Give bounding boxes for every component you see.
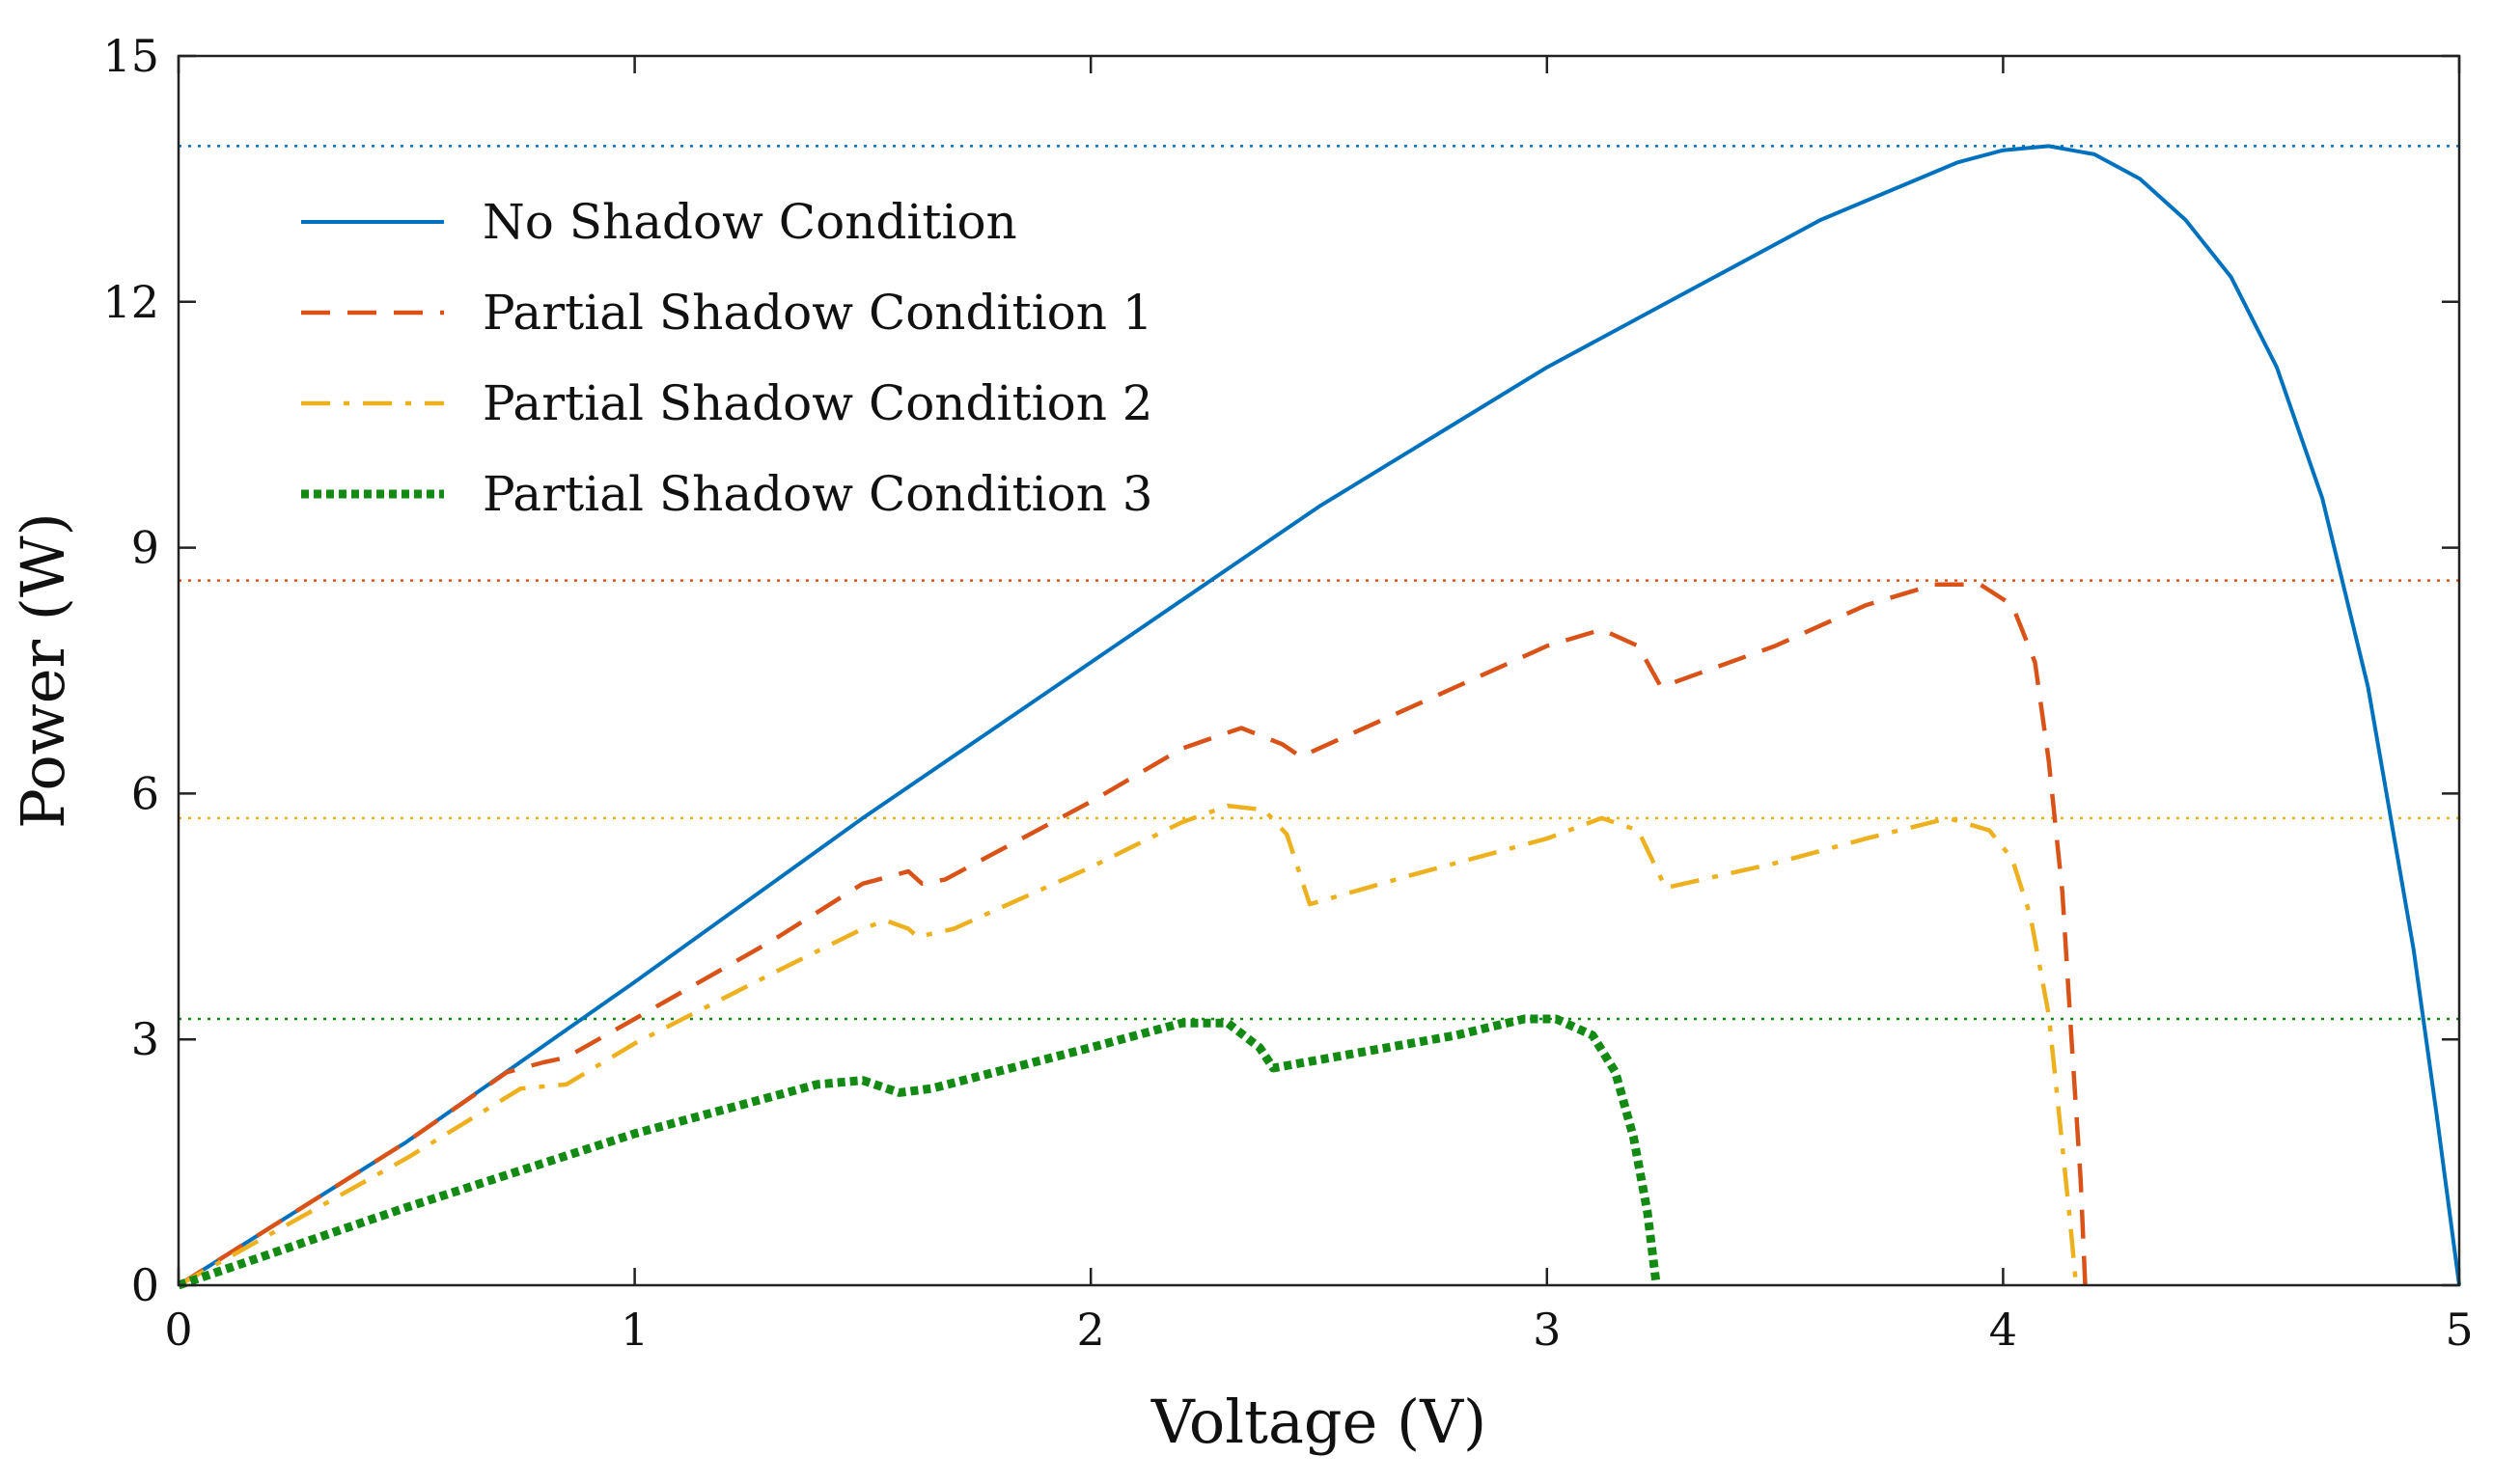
legend-label-3: Partial Shadow Condition 2 (483, 375, 1153, 431)
series-line-2 (177, 582, 2088, 1287)
legend-label-2: Partial Shadow Condition 1 (483, 285, 1153, 341)
legend-label-4: Partial Shadow Condition 3 (483, 466, 1153, 522)
reference-lines (179, 145, 2459, 1021)
x-tick-label: 0 (164, 1304, 192, 1356)
axis-ticks (177, 54, 2461, 1287)
x-tick-label: 3 (1533, 1304, 1561, 1356)
x-tick-label: 5 (2445, 1304, 2473, 1356)
x-tick-label: 4 (1989, 1304, 2017, 1356)
y-tick-label: 3 (131, 1013, 159, 1065)
series-line-3 (177, 803, 2079, 1287)
x-tick-label: 1 (621, 1304, 649, 1356)
y-axis-title: Power (W) (8, 512, 78, 829)
series-line-4 (177, 1014, 1661, 1290)
y-tick-label: 0 (131, 1259, 159, 1311)
plot-frame (177, 54, 2461, 1287)
series-lines (177, 144, 2461, 1290)
x-tick-label: 2 (1077, 1304, 1105, 1356)
legend: No Shadow Condition Partial Shadow Condit… (301, 194, 1153, 522)
x-axis-title: Voltage (V) (1150, 1387, 1486, 1457)
y-tick-label: 12 (102, 276, 159, 328)
series-line-1 (177, 144, 2461, 1287)
y-tick-label: 15 (102, 30, 159, 82)
y-tick-label: 6 (131, 767, 159, 819)
y-tick-label: 9 (131, 522, 159, 574)
legend-label-1: No Shadow Condition (483, 194, 1017, 250)
